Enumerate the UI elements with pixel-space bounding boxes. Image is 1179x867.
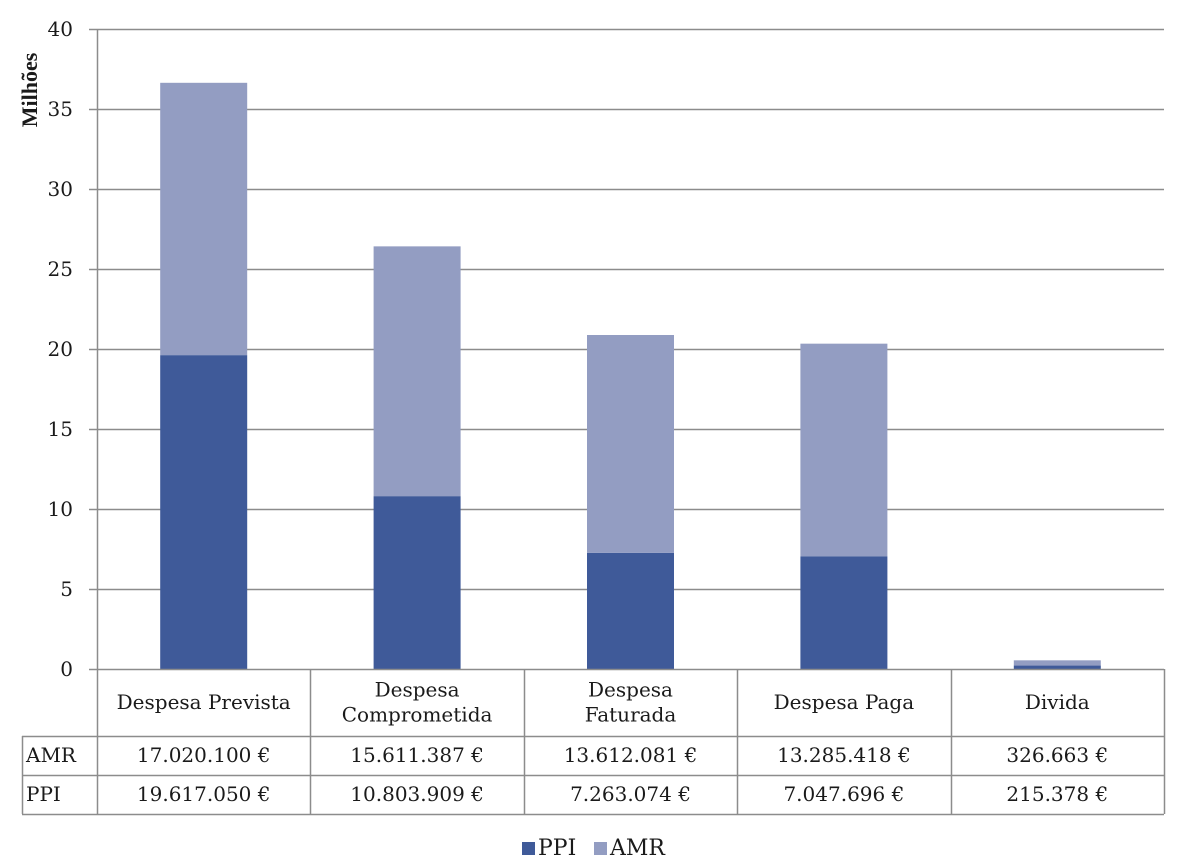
y-tick-label: 35 [48,97,73,121]
y-tick-label: 20 [48,337,73,361]
table-cell-value: 326.663 € [1006,743,1108,767]
category-label-line: Despesa Prevista [117,690,291,714]
bar-amr [373,246,461,497]
table-cell-value: 7.047.696 € [783,782,904,806]
category-label-line: Faturada [585,703,677,727]
category-label: Despesa Paga [774,690,915,714]
bar-ppi [1013,665,1101,669]
bar-amr [1013,660,1101,666]
bar-ppi [373,496,461,669]
category-label-line: Divida [1025,690,1090,714]
category-label-line: Despesa [375,678,460,702]
legend: PPI AMR [522,836,666,861]
category-label-line: Despesa Paga [774,690,915,714]
y-tick-label: 40 [48,17,73,41]
y-tick-label: 0 [60,657,73,681]
y-tick-label: 5 [60,577,73,601]
category-label: Despesa Faturada [585,678,677,727]
legend-swatch [522,842,535,855]
legend-label: AMR [609,836,666,861]
table-row-header: PPI [26,782,61,806]
table-cell-value: 17.020.100 € [137,743,271,767]
table-cell-value: 13.285.418 € [777,743,911,767]
table-cell-value: 7.263.074 € [570,782,691,806]
legend-label: PPI [538,836,576,861]
bar-ppi [800,556,888,669]
y-tick-label: 25 [48,257,73,281]
bar-ppi [160,355,248,669]
bar-amr [587,334,674,553]
y-axis-title: Milhões [17,52,42,127]
table-cell-value: 10.803.909 € [350,782,484,806]
bar-amr [800,343,888,557]
y-tick-label: 15 [48,417,73,441]
category-label: Despesa Comprometida [342,678,493,727]
bars [160,82,1101,669]
table-cell-value: 19.617.050 € [137,782,271,806]
category-label: Despesa Prevista [117,690,291,714]
table-cell-value: 13.612.081 € [564,743,698,767]
table-cell-value: 215.378 € [1006,782,1108,806]
bar-amr [160,82,248,356]
bar-ppi [587,552,674,669]
y-tick-label: 10 [48,497,73,521]
category-label-line: Comprometida [342,703,493,727]
y-tick-label: 30 [48,177,73,201]
table-cell-value: 15.611.387 € [350,743,484,767]
category-label-line: Despesa [588,678,673,702]
category-label: Divida [1025,690,1090,714]
axes: 0 5 10 15 20 25 30 35 40 [48,17,1164,814]
table-row-header: AMR [25,743,77,767]
legend-swatch [594,842,607,855]
